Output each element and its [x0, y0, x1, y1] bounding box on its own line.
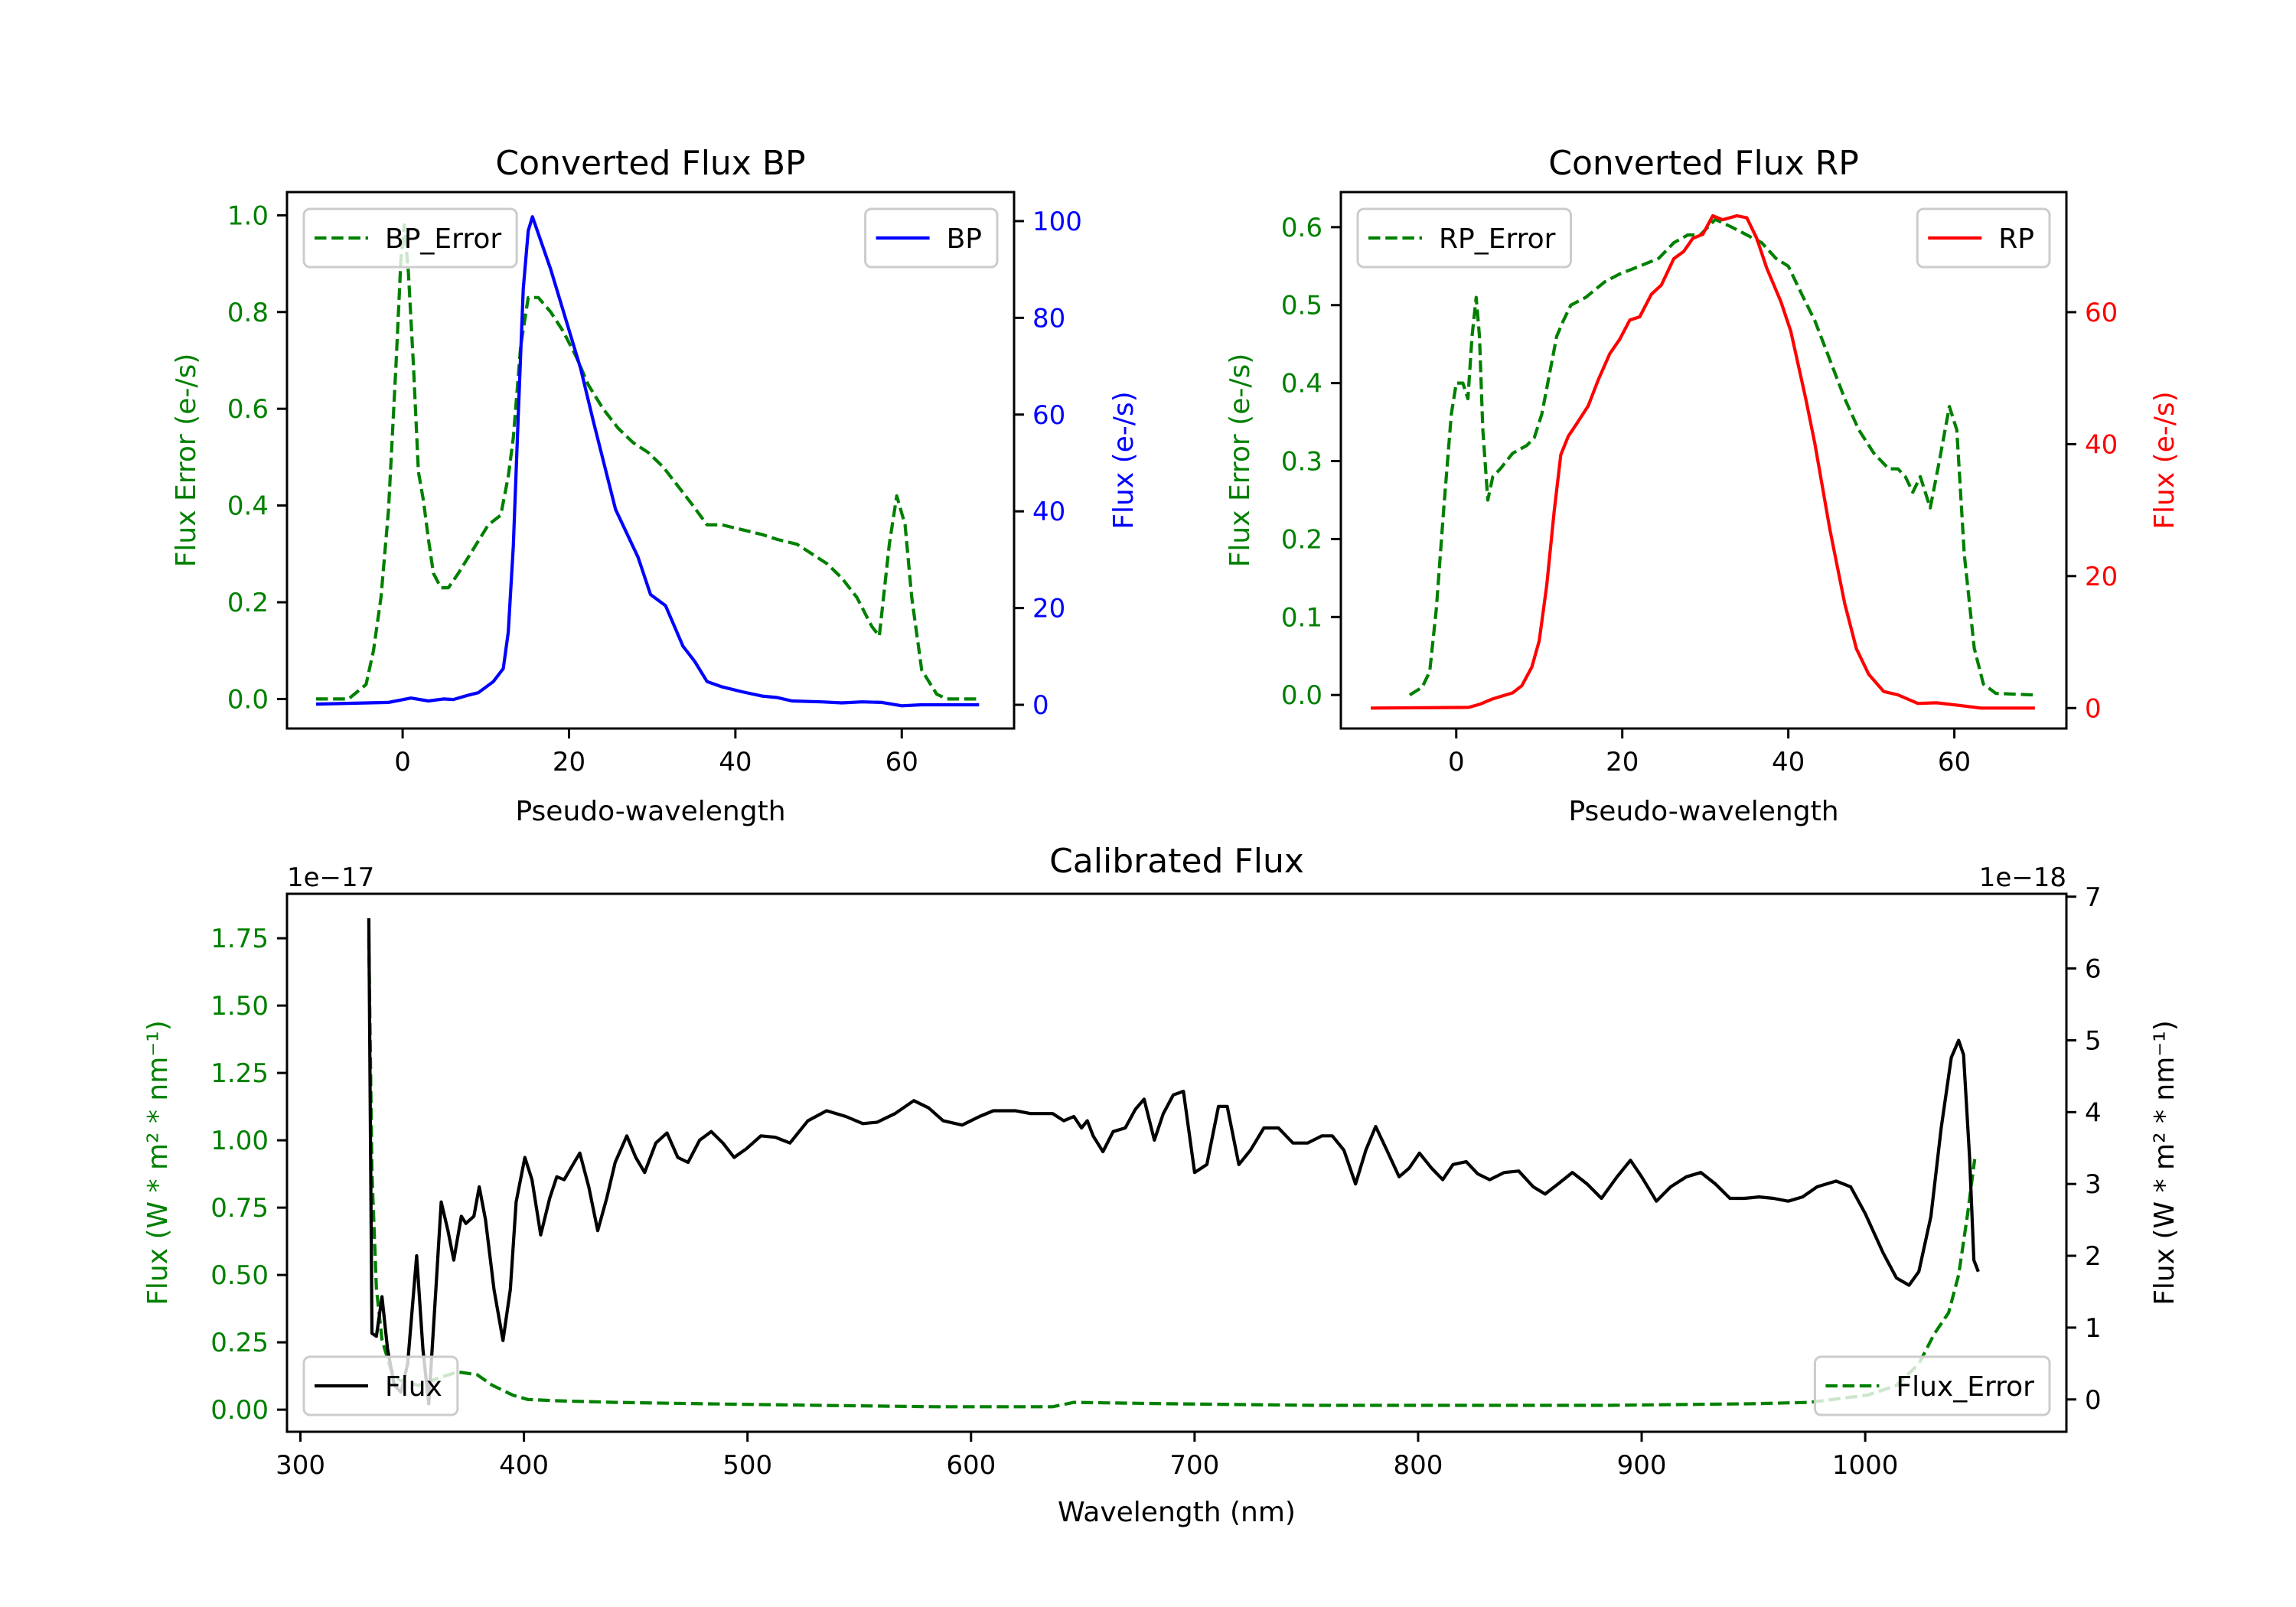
y-tick-label-left: 0.1 [1281, 602, 1322, 633]
y-tick-label-right: 20 [2085, 562, 2118, 592]
legend-box [1916, 207, 2051, 269]
y-tick-label-left: 0.0 [1281, 680, 1322, 711]
x-axis-label: Wavelength (nm) [1058, 1497, 1296, 1528]
y-tick-label-left: 1.25 [210, 1058, 269, 1089]
legend-bp: BP [864, 207, 999, 269]
y-tick-label-left: 0.50 [210, 1260, 269, 1291]
legend-label-flux-error: Flux_Error [1896, 1371, 2034, 1403]
y-tick-label-left: 1.75 [210, 924, 269, 954]
x-axis-label: Pseudo-wavelength [515, 796, 785, 827]
y-tick-label-right: 40 [2085, 429, 2118, 460]
series-line-rp-error [1408, 217, 2035, 697]
y-tick-label-left: 0.6 [227, 394, 269, 425]
y-tick-label-right: 3 [2085, 1169, 2102, 1200]
y-tick-label-right: 6 [2085, 954, 2102, 985]
series-line-flux [367, 918, 1980, 1406]
legend-box [1813, 1355, 2051, 1416]
y-axis-label-left: Flux Error (e-/s) [171, 354, 202, 568]
y-tick-label-left: 0.3 [1281, 447, 1322, 478]
x-tick-label: 40 [719, 747, 752, 777]
legend-label-bp-error: BP_Error [385, 223, 501, 255]
x-tick-label: 500 [722, 1450, 772, 1481]
y-axis-label-right: Flux (e-/s) [1108, 391, 1140, 529]
x-tick-label: 20 [1606, 747, 1639, 777]
y-tick-label-left: 0.75 [210, 1193, 269, 1224]
y-tick-label-left: 1.00 [210, 1126, 269, 1156]
y-tick-label-right: 5 [2085, 1025, 2102, 1056]
axes-frame [285, 191, 1016, 730]
offset-label-right: 1e−18 [1979, 862, 2066, 893]
x-tick-label: 0 [1448, 747, 1465, 777]
y-tick-label-left: 0.4 [1281, 369, 1322, 399]
y-tick-label-left: 0.5 [1281, 291, 1322, 321]
x-tick-label: 700 [1169, 1450, 1219, 1481]
y-tick-label-right: 4 [2085, 1097, 2102, 1128]
legend-box [864, 207, 999, 269]
x-tick-label: 300 [276, 1450, 325, 1481]
y-tick-label-right: 60 [2085, 298, 2118, 328]
legend-label-rp-error: RP_Error [1439, 223, 1556, 255]
axes-frame [285, 892, 2068, 1433]
y-tick-label-right: 0 [1032, 690, 1049, 721]
x-tick-label: 600 [946, 1450, 996, 1481]
x-tick-label: 60 [1938, 747, 1971, 777]
legend-label-bp: BP [947, 223, 982, 255]
y-tick-label-left: 1.0 [227, 200, 269, 231]
y-tick-label-right: 40 [1032, 497, 1065, 527]
y-tick-label-left: 0.4 [227, 491, 269, 522]
y-tick-label-right: 20 [1032, 594, 1065, 624]
y-tick-label-right: 100 [1032, 207, 1082, 237]
y-tick-label-right: 60 [1032, 400, 1065, 431]
x-tick-label: 40 [1772, 747, 1805, 777]
y-axis-label-right: Flux (e-/s) [2149, 391, 2180, 529]
legend-flux: Flux [302, 1355, 459, 1416]
y-tick-label-right: 1 [2085, 1313, 2102, 1344]
y-axis-label-right: Flux (W * m² * nm⁻¹) [2149, 1020, 2180, 1305]
chart-title: Converted Flux BP [495, 144, 805, 183]
x-tick-label: 20 [553, 747, 585, 777]
legend-bp-error: BP_Error [302, 207, 518, 269]
y-tick-label-left: 1.50 [210, 991, 269, 1022]
series-group [315, 215, 980, 708]
y-tick-label-right: 80 [1032, 303, 1065, 334]
series-line-bp [315, 215, 980, 708]
y-tick-label-left: 0.8 [227, 298, 269, 328]
y-tick-label-left: 0.2 [227, 588, 269, 618]
legend-rp-error: RP_Error [1356, 207, 1572, 269]
chart-title: Converted Flux RP [1548, 144, 1859, 183]
x-tick-label: 0 [394, 747, 411, 777]
y-axis-label-left: Flux Error (e-/s) [1225, 354, 1256, 568]
y-tick-label-left: 0.0 [227, 684, 269, 715]
y-tick-label-left: 0.6 [1281, 213, 1322, 243]
series-group [1370, 214, 2035, 710]
offset-label-left: 1e−17 [287, 862, 374, 893]
panel-calibrated-flux: Calibrated Flux Wavelength (nm) Flux (W … [142, 842, 2180, 1528]
y-tick-label-right: 0 [2085, 693, 2102, 724]
x-axis-label: Pseudo-wavelength [1568, 796, 1838, 827]
legend-box [302, 1355, 459, 1416]
y-axis-label-left: Flux (W * m² * nm⁻¹) [142, 1020, 174, 1305]
y-tick-label-right: 2 [2085, 1241, 2102, 1272]
y-tick-label-left: 0.00 [210, 1395, 269, 1426]
x-tick-label: 400 [499, 1450, 549, 1481]
legend-rp: RP [1916, 207, 2051, 269]
panel-converted-flux-rp: Converted Flux RP Pseudo-wavelength Flux… [1225, 144, 2180, 827]
legend-label-flux: Flux [385, 1371, 442, 1403]
series-line-rp [1370, 214, 2035, 710]
y-tick-label-right: 0 [2085, 1385, 2102, 1416]
legend-box [302, 207, 518, 269]
x-tick-label: 60 [885, 747, 918, 777]
y-tick-label-left: 0.2 [1281, 524, 1322, 555]
legend-label-rp: RP [1998, 223, 2034, 255]
x-tick-label: 1000 [1832, 1450, 1899, 1481]
x-tick-label: 900 [1617, 1450, 1667, 1481]
legend-flux-error: Flux_Error [1813, 1355, 2051, 1416]
x-tick-label: 800 [1393, 1450, 1443, 1481]
panel-converted-flux-bp: Converted Flux BP Pseudo-wavelength Flux… [171, 144, 1140, 827]
legend-box [1356, 207, 1572, 269]
y-tick-label-right: 7 [2085, 882, 2102, 913]
y-tick-label-left: 0.25 [210, 1328, 269, 1358]
chart-title: Calibrated Flux [1049, 842, 1304, 881]
